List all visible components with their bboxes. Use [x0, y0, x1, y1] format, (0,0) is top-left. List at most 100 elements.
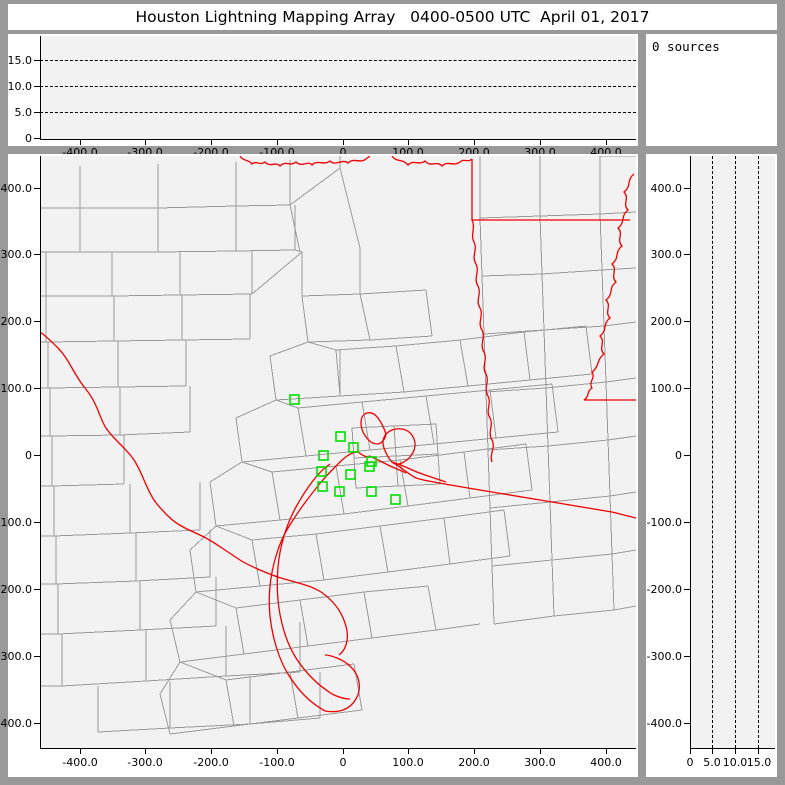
x-tick-label: 0: [339, 756, 347, 769]
map-graphic[interactable]: [40, 156, 636, 748]
x-tick: [145, 139, 146, 145]
gridline-5: [40, 112, 636, 113]
y-tick: [684, 388, 691, 389]
window-title-bar: Houston Lightning Mapping Array 0400-050…: [8, 4, 777, 30]
county-boundaries: [40, 156, 636, 735]
gridline-5: [712, 156, 713, 748]
x-tick: [343, 139, 344, 145]
x-tick-label: 100.0: [392, 756, 424, 769]
y-tick: [34, 138, 41, 139]
x-tick-label: -400.0: [62, 756, 98, 769]
y-tick-label: 5.0: [14, 106, 33, 119]
y-tick: [34, 656, 41, 657]
x-tick: [758, 748, 759, 754]
station-marker[interactable]: [334, 486, 345, 497]
profile-x-axis-line: [690, 748, 775, 749]
y-tick: [34, 321, 41, 322]
y-tick: [34, 388, 41, 389]
y-tick-label: 200.0: [0, 315, 33, 328]
y-tick-label: -400.0: [646, 717, 682, 730]
y-tick-label: -300.0: [646, 650, 682, 663]
x-tick-label: -300.0: [127, 756, 163, 769]
profile-y-axis-line: [690, 156, 691, 748]
station-marker[interactable]: [316, 466, 327, 477]
gridline-15: [758, 156, 759, 748]
x-tick: [408, 748, 409, 754]
map-plot-area[interactable]: [40, 156, 636, 748]
gridline-10: [40, 86, 636, 87]
map-panel[interactable]: 400.0 300.0 200.0 100.0 0 -100.0 -200.0 …: [0, 154, 638, 777]
y-tick: [34, 723, 41, 724]
y-tick: [684, 188, 691, 189]
x-tick-label: 0: [686, 756, 694, 769]
y-tick-label: 0: [25, 449, 32, 462]
x-tick: [408, 139, 409, 145]
x-tick: [277, 139, 278, 145]
y-tick-label: -400.0: [0, 717, 32, 730]
altitude-profile-plot-area[interactable]: [690, 156, 775, 748]
x-tick: [343, 748, 344, 754]
y-tick-label: 100.0: [650, 382, 683, 395]
y-tick: [34, 112, 41, 113]
station-markers[interactable]: [289, 394, 401, 505]
x-tick: [80, 748, 81, 754]
station-marker[interactable]: [348, 442, 359, 453]
y-tick: [684, 589, 691, 590]
y-tick-label: -100.0: [0, 516, 32, 529]
y-tick-label: 400.0: [650, 182, 683, 195]
x-axis-line: [40, 139, 636, 140]
y-tick-label: 300.0: [0, 248, 33, 261]
y-tick: [34, 589, 41, 590]
station-marker[interactable]: [345, 469, 356, 480]
altitude-profile-panel[interactable]: 400.0 300.0 200.0 100.0 0 -100.0 -200.0 …: [646, 154, 777, 777]
y-tick-label: -300.0: [0, 650, 32, 663]
station-marker[interactable]: [335, 431, 346, 442]
source-count-panel[interactable]: 0 sources: [646, 34, 777, 146]
x-tick: [540, 748, 541, 754]
y-tick: [684, 254, 691, 255]
station-marker[interactable]: [364, 461, 375, 472]
page-title: Houston Lightning Mapping Array 0400-050…: [135, 8, 650, 26]
time-height-plot-area[interactable]: [40, 36, 636, 139]
y-tick-label: 200.0: [650, 315, 683, 328]
x-tick: [211, 748, 212, 754]
station-marker[interactable]: [318, 450, 329, 461]
station-marker[interactable]: [390, 494, 401, 505]
station-marker[interactable]: [317, 481, 328, 492]
y-tick: [34, 455, 41, 456]
x-tick-label: -100.0: [259, 756, 295, 769]
x-tick: [606, 139, 607, 145]
x-tick: [606, 748, 607, 754]
y-tick-label: 300.0: [650, 248, 683, 261]
station-marker[interactable]: [289, 394, 300, 405]
x-tick: [474, 748, 475, 754]
y-tick: [34, 522, 41, 523]
x-tick-label: 15.0: [746, 756, 772, 769]
y-tick: [684, 723, 691, 724]
x-tick: [474, 139, 475, 145]
state-boundaries: [40, 156, 636, 713]
source-count-label: 0 sources: [652, 39, 720, 54]
y-tick-label: -200.0: [0, 583, 32, 596]
x-tick: [735, 748, 736, 754]
time-height-panel[interactable]: 15.0 10.0 5.0 0 -400.0 -300.0 -200.0 -10…: [8, 34, 638, 159]
x-tick-label: 300.0: [524, 756, 556, 769]
y-tick: [34, 188, 41, 189]
y-axis-line: [40, 36, 41, 139]
x-tick-label: 5.0: [703, 756, 721, 769]
gridline-10: [735, 156, 736, 748]
x-tick: [540, 139, 541, 145]
x-tick: [712, 748, 713, 754]
x-tick: [690, 748, 691, 754]
x-tick: [277, 748, 278, 754]
y-tick: [34, 60, 41, 61]
y-tick-label: 10.0: [7, 80, 33, 93]
x-tick-label: -200.0: [193, 756, 229, 769]
x-tick-label: 400.0: [590, 756, 622, 769]
y-tick-label: -200.0: [646, 583, 682, 596]
y-tick-label: 15.0: [7, 54, 33, 67]
station-marker[interactable]: [366, 486, 377, 497]
y-tick: [684, 522, 691, 523]
map-x-axis-line: [40, 748, 636, 749]
